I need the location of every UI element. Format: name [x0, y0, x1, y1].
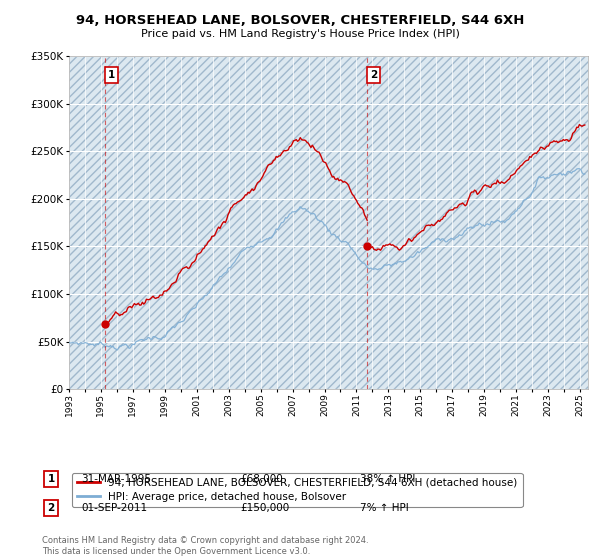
Text: Contains HM Land Registry data © Crown copyright and database right 2024.
This d: Contains HM Land Registry data © Crown c… — [42, 536, 368, 556]
Text: Price paid vs. HM Land Registry's House Price Index (HPI): Price paid vs. HM Land Registry's House … — [140, 29, 460, 39]
Line: HPI: Average price, detached house, Bolsover: HPI: Average price, detached house, Bols… — [69, 169, 585, 350]
Text: 1: 1 — [107, 70, 115, 80]
Text: 2: 2 — [47, 503, 55, 513]
Text: 1: 1 — [47, 474, 55, 484]
HPI: Average price, detached house, Bolsover: (2.03e+03, 2.26e+05): Average price, detached house, Bolsover:… — [581, 171, 589, 178]
Text: 7% ↑ HPI: 7% ↑ HPI — [360, 503, 409, 513]
Text: 01-SEP-2011: 01-SEP-2011 — [81, 503, 147, 513]
HPI: Average price, detached house, Bolsover: (1.99e+03, 4.9e+04): Average price, detached house, Bolsover:… — [65, 339, 73, 346]
Text: 94, HORSEHEAD LANE, BOLSOVER, CHESTERFIELD, S44 6XH: 94, HORSEHEAD LANE, BOLSOVER, CHESTERFIE… — [76, 14, 524, 27]
HPI: Average price, detached house, Bolsover: (2e+03, 1.13e+05): Average price, detached house, Bolsover:… — [214, 278, 221, 284]
HPI: Average price, detached house, Bolsover: (2e+03, 1.04e+05): Average price, detached house, Bolsover:… — [207, 287, 214, 293]
HPI: Average price, detached house, Bolsover: (2e+03, 8.99e+04): Average price, detached house, Bolsover:… — [194, 300, 201, 307]
HPI: Average price, detached house, Bolsover: (2.01e+03, 1.26e+05): Average price, detached house, Bolsover:… — [369, 265, 376, 272]
Text: £68,000: £68,000 — [240, 474, 283, 484]
Text: £150,000: £150,000 — [240, 503, 289, 513]
HPI: Average price, detached house, Bolsover: (1.99e+03, 4.74e+04): Average price, detached house, Bolsover:… — [94, 340, 101, 347]
Text: 38% ↑ HPI: 38% ↑ HPI — [360, 474, 415, 484]
HPI: Average price, detached house, Bolsover: (2e+03, 4.1e+04): Average price, detached house, Bolsover:… — [113, 347, 121, 353]
Text: 31-MAR-1995: 31-MAR-1995 — [81, 474, 151, 484]
HPI: Average price, detached house, Bolsover: (2.02e+03, 2.32e+05): Average price, detached house, Bolsover:… — [575, 165, 582, 172]
Text: 2: 2 — [370, 70, 377, 80]
HPI: Average price, detached house, Bolsover: (2e+03, 9.48e+04): Average price, detached house, Bolsover:… — [199, 296, 206, 302]
Legend: 94, HORSEHEAD LANE, BOLSOVER, CHESTERFIELD, S44 6XH (detached house), HPI: Avera: 94, HORSEHEAD LANE, BOLSOVER, CHESTERFIE… — [71, 473, 523, 507]
